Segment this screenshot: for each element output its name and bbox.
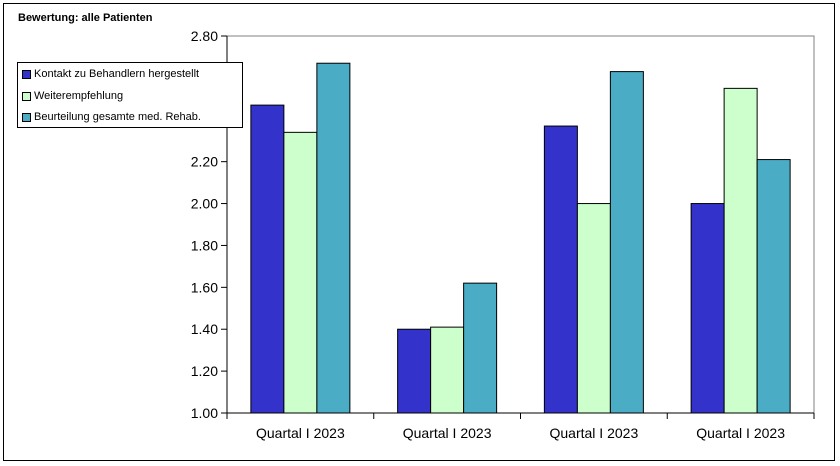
- legend-label-1: Weiterempfehlung: [34, 90, 124, 102]
- y-tick-label: 1.40: [191, 321, 218, 337]
- legend-item-1: Weiterempfehlung: [22, 89, 123, 103]
- bar-0-2: [543, 125, 578, 414]
- y-tick-label: 2.20: [191, 154, 218, 170]
- bar-1-1: [430, 326, 465, 414]
- bar-1-3: [723, 87, 758, 414]
- x-tick-label: Quartal I 2023: [403, 425, 492, 441]
- bar-1-0: [283, 131, 318, 414]
- bar-0-1: [397, 328, 432, 414]
- legend-label-2: Beurteilung gesamte med. Rehab.: [34, 111, 201, 123]
- x-tick-label: Quartal I 2023: [696, 425, 785, 441]
- y-tick-label: 1.00: [191, 405, 218, 421]
- legend-item-0: Kontakt zu Behandlern hergestellt: [22, 67, 199, 81]
- bar-2-2: [609, 71, 644, 414]
- legend-swatch-0: [22, 69, 31, 79]
- y-tick-label: 2.00: [191, 196, 218, 212]
- bar-2-3: [756, 159, 791, 414]
- legend-swatch-1: [22, 91, 31, 101]
- y-tick-label: 1.20: [191, 363, 218, 379]
- chart-title: Bewertung: alle Patienten: [18, 12, 153, 24]
- y-tick-label: 1.80: [191, 237, 218, 253]
- bar-0-3: [690, 203, 725, 414]
- legend-label-0: Kontakt zu Behandlern hergestellt: [34, 68, 200, 80]
- y-tick-label: 1.60: [191, 279, 218, 295]
- y-tick-label: 2.80: [191, 28, 218, 44]
- bar-2-0: [316, 62, 351, 414]
- bar-2-1: [463, 282, 498, 414]
- bar-1-2: [576, 203, 611, 414]
- legend-item-2: Beurteilung gesamte med. Rehab.: [22, 110, 201, 124]
- x-tick-label: Quartal I 2023: [550, 425, 639, 441]
- x-tick-label: Quartal I 2023: [256, 425, 345, 441]
- legend-swatch-2: [22, 112, 31, 122]
- legend: Kontakt zu Behandlern hergestellt Weiter…: [17, 62, 243, 128]
- bar-0-0: [250, 104, 285, 414]
